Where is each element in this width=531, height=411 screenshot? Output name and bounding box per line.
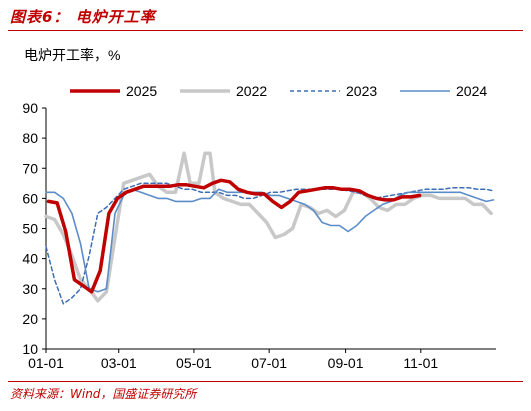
x-tick-label: 09-01 [328,355,364,371]
y-axis-label: 电炉开工率，% [24,47,120,63]
legend-label-2023: 2023 [346,83,377,99]
series-line-2025 [46,178,422,294]
x-tick-label: 03-01 [101,355,137,371]
y-tick-label: 90 [22,100,38,116]
x-tick-label: 01-01 [28,355,64,371]
y-axis: 10 20 30 40 50 60 70 80 90 [22,100,47,357]
y-tick-label: 80 [22,130,38,146]
legend-label-2024: 2024 [456,83,487,99]
x-tick-label: 11-01 [403,355,438,371]
y-tick-label: 50 [22,221,38,237]
y-tick-label: 20 [22,311,38,327]
title-rule [8,30,523,31]
plot-area [44,151,495,305]
figure-title: 图表6： 电炉开工率 [10,8,156,26]
x-tick-label: 07-01 [251,355,287,371]
y-tick-label: 10 [22,341,38,357]
y-tick-label: 30 [22,281,38,297]
legend-label-2025: 2025 [126,83,157,99]
source-note: 资料来源：Wind，国盛证券研究所 [10,387,197,401]
y-tick-label: 60 [22,190,38,206]
legend-label-2022: 2022 [236,83,267,99]
y-tick-label: 40 [22,251,38,267]
x-tick-label: 05-01 [176,355,212,371]
x-axis: 01-01 03-01 05-01 07-01 09-01 11-01 [28,348,496,371]
y-tick-label: 70 [22,160,38,176]
series-line-2023 [45,182,495,305]
source-rule [8,381,523,382]
legend: 2025 2022 2023 2024 [70,83,487,99]
series-line-2024 [45,188,495,293]
line-chart: 电炉开工率，% 2025 2022 2023 2024 10 20 30 40 50 60 70 8… [22,47,496,371]
